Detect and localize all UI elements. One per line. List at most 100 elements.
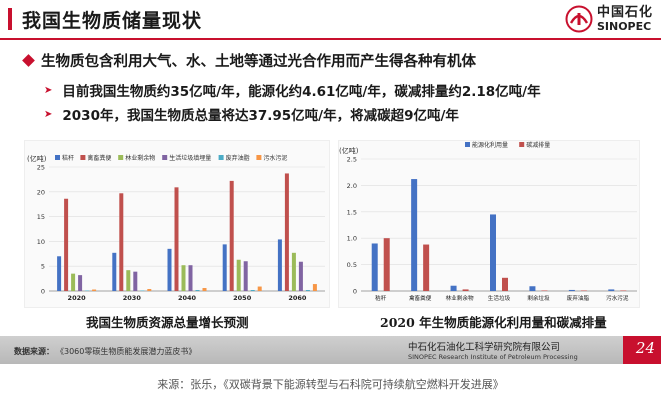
bar	[257, 286, 262, 291]
bar	[411, 179, 418, 291]
x-tick-label: 林业剩余物	[446, 294, 474, 302]
legend-swatch	[465, 142, 470, 147]
x-tick-label: 禽畜粪便	[409, 294, 432, 302]
x-tick-label: 2050	[233, 294, 252, 302]
bar	[243, 261, 248, 291]
bar	[195, 290, 200, 291]
x-tick-label: 剩余垃圾	[527, 294, 550, 302]
bar	[222, 244, 227, 291]
bullet-sub-text: 2030年，我国生物质总量将达37.95亿吨/年，将减碳超9亿吨/年	[62, 108, 459, 124]
bar	[312, 284, 317, 291]
bar	[608, 289, 615, 291]
legend-label: 生活垃圾填埋量	[169, 154, 211, 162]
bullet-main: 生物质包含利用大气、水、土地等通过光合作用而产生得各种有机体	[22, 50, 476, 71]
legend-label: 能源化利用量	[472, 141, 508, 149]
bar	[620, 290, 627, 291]
page-number: 24	[635, 339, 655, 357]
legend-swatch	[118, 155, 124, 160]
legend-swatch	[256, 155, 262, 160]
x-tick-label: 2020	[68, 294, 87, 302]
legend-swatch	[218, 155, 224, 160]
title-bar: 我国生物质储量现状 中国石化 SINOPEC	[0, 0, 661, 38]
bullet-sub-text: 目前我国生物质约35亿吨/年，能源化约4.61亿吨/年，碳减排量约2.18亿吨/…	[62, 84, 541, 100]
x-tick-label: 2030	[123, 294, 142, 302]
y-tick-label: 15	[37, 213, 45, 221]
bar	[188, 265, 193, 291]
y-tick-label: 25	[37, 164, 45, 172]
y-tick-label: 20	[37, 188, 45, 196]
y-tick-label: 5	[41, 263, 45, 271]
legend-swatch	[519, 142, 525, 147]
bar	[490, 214, 496, 291]
chart-caption-left: 我国生物质资源总量增长预测	[86, 315, 249, 330]
bar	[284, 173, 289, 291]
slide: 我国生物质储量现状 中国石化 SINOPEC 生物质包含利用大气、水、土地等通过…	[0, 0, 661, 364]
title-divider	[0, 38, 661, 40]
bar	[229, 180, 234, 291]
chart-biomass-forecast: (亿吨) 0 5 10 15 20 25 秸秆 禽畜粪便 林业剩余物 生活垃圾填埋量 废弃油脂 污水污泥…	[24, 140, 330, 308]
y-tick-label: 2.5	[347, 156, 357, 164]
bullet-sub-1: ➤ 目前我国生物质约35亿吨/年，能源化约4.61亿吨/年，碳减排量约2.18亿…	[44, 80, 541, 100]
x-tick-label: 秸秆	[375, 294, 387, 302]
bar	[140, 290, 145, 292]
bullet-main-text: 生物质包含利用大气、水、土地等通过光合作用而产生得各种有机体	[41, 54, 476, 70]
bar	[119, 193, 124, 291]
institute-name-en: SINOPEC Research Institute of Petroleum …	[408, 353, 578, 361]
legend-label: 废弃油脂	[226, 154, 250, 162]
bar	[92, 289, 97, 291]
bar	[277, 239, 282, 291]
arrow-bullet-icon: ➤	[44, 108, 53, 120]
bar	[568, 289, 575, 291]
bar	[541, 290, 548, 291]
x-tick-label: 2040	[178, 294, 197, 302]
image-source-caption: 来源：张乐，《双碳背景下能源转型与石科院可持续航空燃料开发进展》	[157, 378, 504, 391]
footer-bar	[0, 336, 661, 364]
bar	[236, 259, 241, 291]
y-tick-label: 0	[353, 288, 357, 296]
slide-title: 我国生物质储量现状	[22, 10, 203, 32]
logo-cn: 中国石化	[596, 5, 653, 20]
bar	[383, 238, 390, 291]
footer-page-badge	[623, 336, 661, 364]
legend-swatch	[162, 155, 168, 160]
chart-caption-right: 2020 年生物质能源化利用量和碳减排量	[380, 315, 607, 330]
x-tick-label: 污水污泥	[606, 294, 629, 302]
bar	[167, 248, 172, 291]
bar	[147, 289, 152, 291]
bar	[450, 285, 457, 291]
bar	[371, 243, 378, 291]
bar	[250, 290, 255, 291]
x-tick-label: 废弃油脂	[567, 294, 590, 302]
y-axis-label: (亿吨)	[339, 146, 359, 155]
legend-label: 污水污泥	[263, 154, 287, 162]
data-source-label: 数据来源：	[14, 347, 54, 356]
legend-label: 林业剩余物	[125, 154, 155, 162]
bar	[85, 290, 90, 292]
arrow-bullet-icon: ➤	[44, 84, 53, 96]
bar	[112, 252, 117, 291]
chart-biomass-forecast-svg: (亿吨) 0 5 10 15 20 25 秸秆 禽畜粪便 林业剩余物 生活垃圾填埋量 废弃油脂 污水污泥…	[27, 154, 325, 302]
bullet-sub-2: ➤ 2030年，我国生物质总量将达37.95亿吨/年，将减碳超9亿吨/年	[44, 104, 459, 124]
legend-swatch	[80, 155, 86, 160]
institute-name-cn: 中石化石油化工科学研究院有限公司	[408, 342, 561, 353]
legend-swatch	[55, 155, 60, 160]
bar	[202, 288, 207, 291]
bar	[529, 286, 536, 291]
logo-en: SINOPEC	[596, 20, 652, 33]
bar	[305, 290, 310, 291]
y-axis-label: (亿吨)	[27, 154, 47, 163]
y-tick-label: 1.5	[347, 208, 357, 216]
logo-text: 中国石化 SINOPEC	[597, 6, 653, 32]
bar	[64, 198, 69, 291]
bar	[298, 261, 303, 291]
sinopec-logo-icon	[565, 5, 593, 33]
bar	[126, 270, 131, 291]
legend-label: 碳减排量	[526, 141, 550, 149]
bar	[57, 256, 62, 291]
diamond-bullet-icon	[22, 54, 35, 67]
sinopec-logo: 中国石化 SINOPEC	[565, 4, 653, 34]
bar	[181, 265, 186, 291]
bar	[462, 289, 469, 291]
y-tick-label: 0.5	[347, 261, 357, 269]
